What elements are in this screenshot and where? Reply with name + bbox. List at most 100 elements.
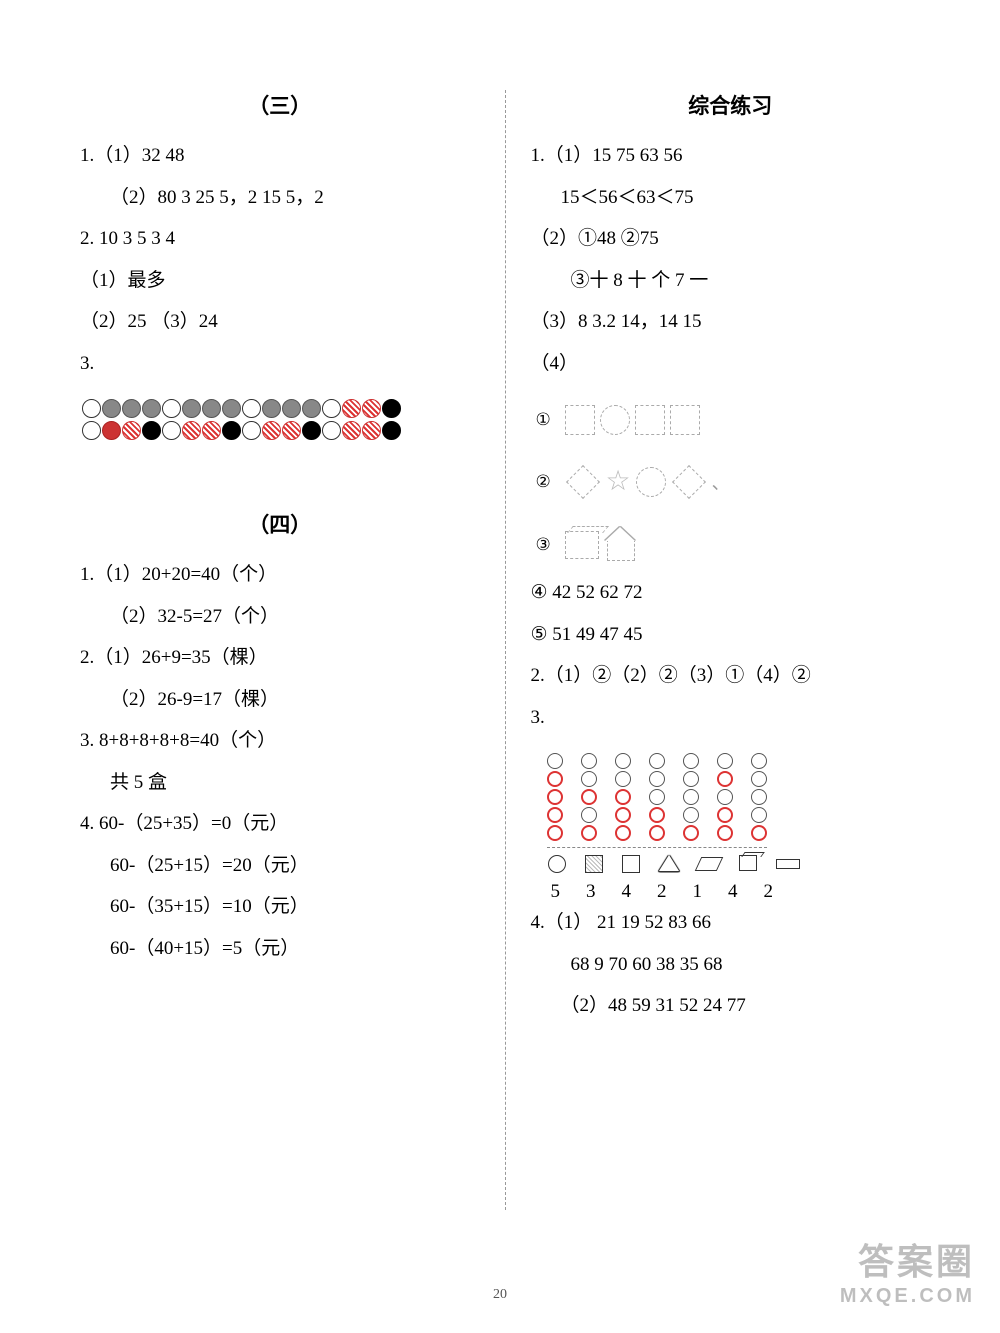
chart-circle xyxy=(547,789,563,805)
chart-circle xyxy=(683,825,699,841)
chart-column xyxy=(683,753,699,841)
chart-circle xyxy=(547,771,563,787)
text-line: 60-（35+15）=10（元） xyxy=(110,893,480,922)
circle-dot xyxy=(122,421,141,440)
chart-circle xyxy=(615,771,631,787)
shape-row-1: ① xyxy=(536,405,931,435)
chart-circle xyxy=(615,753,631,769)
circle-dot xyxy=(122,399,141,418)
chart-circle xyxy=(581,771,597,787)
text-line: （2）25 （3）24 xyxy=(80,308,480,337)
star-icon: ☆ xyxy=(606,468,631,496)
circle-dot xyxy=(242,421,261,440)
text-line: 4.（1） 21 19 52 83 66 xyxy=(531,909,931,938)
chart-circle xyxy=(615,825,631,841)
shape-row-3: ③ xyxy=(536,529,931,561)
circle-dot xyxy=(382,421,401,440)
triangle-icon xyxy=(659,855,679,871)
circled-3: ③ xyxy=(536,535,556,555)
text-line: （2）32-5=27（个） xyxy=(110,603,480,632)
circle-row-1 xyxy=(82,399,480,418)
chart-circle xyxy=(649,807,665,823)
circle-dot xyxy=(242,399,261,418)
stacked-circle-chart: 5342142 xyxy=(547,753,931,903)
circle-dot xyxy=(282,421,301,440)
circled-2: ② xyxy=(536,472,556,492)
diamond-icon xyxy=(566,465,600,499)
chart-circle xyxy=(717,825,733,841)
text-line: ④ 42 52 62 72 xyxy=(531,579,931,608)
circle-icon xyxy=(600,405,630,435)
circle-dot xyxy=(282,399,301,418)
watermark-title: 答案圈 xyxy=(840,1233,975,1285)
chart-circle xyxy=(717,753,733,769)
text-line: 3. xyxy=(80,350,480,379)
text-line: 2.（1）②（2）②（3）①（4）② xyxy=(531,662,931,691)
circle-dot xyxy=(142,421,161,440)
text-line: 68 9 70 60 38 35 68 xyxy=(571,951,931,980)
circle-dot xyxy=(302,399,321,418)
text-line: 4. 60-（25+35）=0（元） xyxy=(80,810,480,839)
chart-circle xyxy=(717,789,733,805)
square-icon xyxy=(585,855,603,873)
text-line: （2）26-9=17（棵） xyxy=(110,686,480,715)
chart-circle xyxy=(751,825,767,841)
circle-dot xyxy=(142,399,161,418)
box-icon xyxy=(565,531,599,559)
chart-circle xyxy=(581,825,597,841)
watermark: 答案圈 MXQE.COM xyxy=(840,1233,975,1308)
text-line: ⑤ 51 49 47 45 xyxy=(531,621,931,650)
house-icon xyxy=(604,529,636,561)
chart-circle xyxy=(649,825,665,841)
circle-dot xyxy=(162,399,181,418)
section-4-title: （四） xyxy=(80,509,480,539)
circle-dot xyxy=(82,399,101,418)
circle-row-2 xyxy=(82,421,480,440)
circle-icon xyxy=(636,467,666,497)
square-icon xyxy=(635,405,665,435)
chart-number: 4 xyxy=(622,881,632,903)
chart-circle xyxy=(649,789,665,805)
chart-circle xyxy=(649,753,665,769)
text-line: （1）最多 xyxy=(80,267,480,296)
circle-dot xyxy=(302,421,321,440)
chart-number: 4 xyxy=(728,881,738,903)
text-line: （2）80 3 25 5，2 15 5，2 xyxy=(110,184,480,213)
chart-circle xyxy=(717,807,733,823)
square-icon xyxy=(622,855,640,873)
text-line: 2.（1）26+9=35（棵） xyxy=(80,644,480,673)
circle-dot xyxy=(102,421,121,440)
circle-dot xyxy=(202,421,221,440)
circle-dot xyxy=(102,399,121,418)
text-line: 2. 10 3 5 3 4 xyxy=(80,225,480,254)
circle-pattern xyxy=(82,399,480,443)
chart-number: 2 xyxy=(764,881,774,903)
circle-dot xyxy=(222,421,241,440)
chart-circle xyxy=(751,807,767,823)
chart-column xyxy=(751,753,767,841)
chart-circle xyxy=(547,807,563,823)
text-line: 1.（1）32 48 xyxy=(80,142,480,171)
chart-number: 5 xyxy=(551,881,561,903)
chart-circle xyxy=(547,825,563,841)
chart-circle xyxy=(683,789,699,805)
chart-column xyxy=(581,753,597,841)
circle-dot xyxy=(82,421,101,440)
chart-circle xyxy=(581,753,597,769)
text-line: 1.（1）20+20=40（个） xyxy=(80,561,480,590)
circle-dot xyxy=(262,399,281,418)
cube-icon xyxy=(739,855,757,871)
chart-circle xyxy=(649,771,665,787)
chart-column xyxy=(615,753,631,841)
text-line: （4） xyxy=(531,350,931,379)
right-column: 综合练习 1.（1）15 75 63 56 15＜56＜63＜75 （2）①48… xyxy=(506,90,931,1210)
parallelogram-icon xyxy=(694,857,723,871)
chart-circle xyxy=(615,789,631,805)
page-number: 20 xyxy=(493,1287,507,1303)
diamond-icon xyxy=(672,465,706,499)
text-line: ③十 8 十 个 7 一 xyxy=(571,267,931,296)
square-icon xyxy=(565,405,595,435)
text-line: 15＜56＜63＜75 xyxy=(561,184,931,213)
chart-circle xyxy=(751,789,767,805)
circled-1: ① xyxy=(536,410,556,430)
